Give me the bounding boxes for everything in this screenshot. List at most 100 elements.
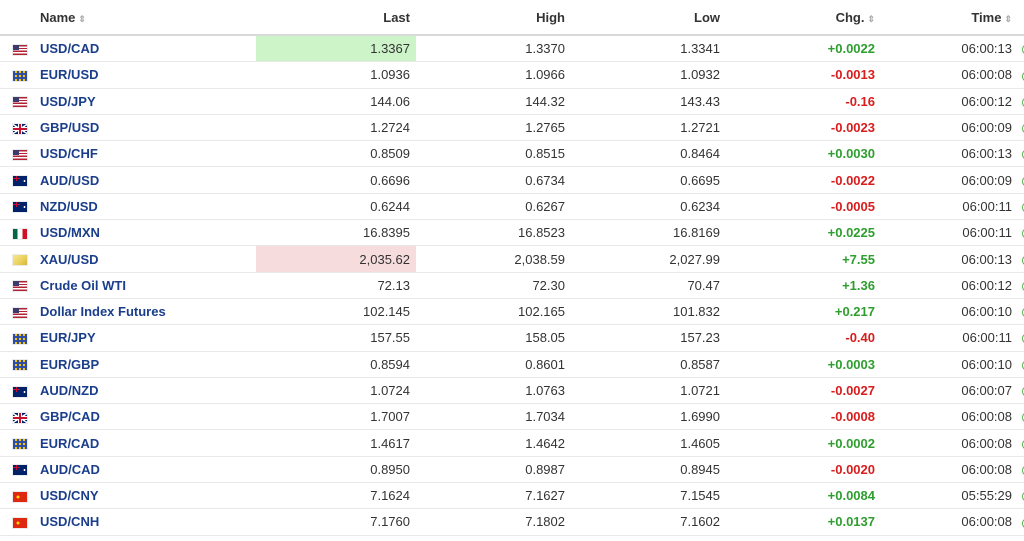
last-column-header: Last xyxy=(256,0,416,36)
change-cell: +1.36 xyxy=(726,272,881,299)
status-cell xyxy=(1016,482,1024,510)
au-flag-icon xyxy=(13,176,27,187)
flag-cell xyxy=(0,377,40,405)
change-cell: +0.0137 xyxy=(726,508,881,536)
change-cell: -0.0023 xyxy=(726,114,881,142)
table-row: AUD/CAD 0.8950 0.8987 0.8945 -0.0020 06:00:08 xyxy=(0,456,1024,484)
instrument-link[interactable]: USD/CNY xyxy=(40,488,99,504)
table-row: Crude Oil WTI 72.13 72.30 70.47 +1.36 06:00:1… xyxy=(0,272,1024,299)
name-cell: EUR/GBP xyxy=(40,351,256,378)
au-flag-icon xyxy=(13,202,27,213)
low-cell: 16.8169 xyxy=(571,219,726,247)
instrument-link[interactable]: GBP/CAD xyxy=(40,409,100,425)
time-cell: 06:00:11 xyxy=(881,324,1016,352)
us-flag-icon xyxy=(13,281,27,292)
name-cell: NZD/USD xyxy=(40,193,256,221)
instrument-link[interactable]: AUD/CAD xyxy=(40,461,100,477)
table-row: USD/CHF 0.8509 0.8515 0.8464 +0.0030 06:00:13 xyxy=(0,140,1024,168)
last-cell: 2,035.62 xyxy=(256,245,416,273)
status-cell xyxy=(1016,429,1024,457)
status-cell xyxy=(1016,140,1024,168)
change-cell: -0.0005 xyxy=(726,193,881,221)
name-cell: EUR/JPY xyxy=(40,324,256,352)
name-column-header[interactable]: Name ⇕ xyxy=(40,0,256,36)
change-cell: -0.0008 xyxy=(726,403,881,431)
instrument-link[interactable]: NZD/USD xyxy=(40,198,98,214)
table-row: Dollar Index Futures 102.145 102.165 101.83… xyxy=(0,298,1024,326)
low-cell: 0.6695 xyxy=(571,166,726,194)
time-column-header[interactable]: Time ⇕ xyxy=(881,0,1016,36)
instrument-link[interactable]: USD/MXN xyxy=(40,225,100,241)
status-header xyxy=(1016,0,1024,36)
last-cell: 1.3367 xyxy=(256,35,416,63)
flag-cell xyxy=(0,482,40,510)
table-row: USD/CNY 7.1624 7.1627 7.1545 +0.0084 05:55:29 xyxy=(0,482,1024,510)
time-cell: 06:00:08 xyxy=(881,456,1016,484)
low-cell: 0.8945 xyxy=(571,456,726,484)
change-cell: +0.0002 xyxy=(726,429,881,457)
low-cell: 1.0721 xyxy=(571,377,726,405)
instrument-link[interactable]: AUD/NZD xyxy=(40,383,99,398)
instrument-link[interactable]: Dollar Index Futures xyxy=(40,304,166,320)
flag-cell xyxy=(0,508,40,536)
eu-flag-icon xyxy=(13,71,27,81)
table-row: XAU/USD 2,035.62 2,038.59 2,027.99 +7.55 06:0… xyxy=(0,245,1024,273)
instrument-link[interactable]: GBP/USD xyxy=(40,120,100,136)
instrument-link[interactable]: EUR/GBP xyxy=(40,356,100,372)
last-cell: 157.55 xyxy=(256,324,416,352)
us-flag-icon xyxy=(13,44,27,55)
table-row: EUR/CAD 1.4617 1.4642 1.4605 +0.0002 06:00:08 xyxy=(0,429,1024,457)
chg-header-label: Chg. xyxy=(835,9,865,25)
status-cell xyxy=(1016,298,1024,326)
instrument-link[interactable]: EUR/USD xyxy=(40,67,99,83)
eu-flag-icon xyxy=(13,439,27,450)
name-header-label: Name xyxy=(40,9,76,25)
change-cell: +0.0084 xyxy=(726,482,881,510)
time-cell: 06:00:13 xyxy=(881,35,1016,63)
instrument-link[interactable]: EUR/JPY xyxy=(40,330,96,346)
time-cell: 06:00:10 xyxy=(881,351,1016,378)
table-row: USD/CNH 7.1760 7.1802 7.1602 +0.0137 06:00:08 xyxy=(0,508,1024,536)
instrument-link[interactable]: USD/CHF xyxy=(40,146,98,162)
instrument-link[interactable]: USD/JPY xyxy=(40,93,96,109)
status-cell xyxy=(1016,114,1024,142)
instrument-link[interactable]: AUD/USD xyxy=(40,172,100,188)
high-cell: 7.1627 xyxy=(416,482,571,510)
table-row: AUD/USD 0.6696 0.6734 0.6695 -0.0022 06:00:09 xyxy=(0,166,1024,194)
status-cell xyxy=(1016,166,1024,194)
flag-cell xyxy=(0,61,40,89)
chg-column-header[interactable]: Chg. ⇕ xyxy=(726,0,881,36)
flag-cell xyxy=(0,114,40,142)
table-row: EUR/JPY 157.55 158.05 157.23 -0.40 06:00:11 xyxy=(0,324,1024,352)
high-cell: 1.2765 xyxy=(416,114,571,142)
change-cell: -0.0013 xyxy=(726,61,881,89)
last-header-label: Last xyxy=(383,9,410,25)
last-cell: 0.8509 xyxy=(256,140,416,168)
table-row: GBP/CAD 1.7007 1.7034 1.6990 -0.0008 06:00:08 xyxy=(0,403,1024,431)
cn-flag-icon xyxy=(13,518,27,529)
flag-cell xyxy=(0,429,40,457)
last-cell: 102.145 xyxy=(256,298,416,326)
time-cell: 06:00:09 xyxy=(881,166,1016,194)
instrument-link[interactable]: EUR/CAD xyxy=(40,435,100,451)
flag-cell xyxy=(0,403,40,431)
high-cell: 102.165 xyxy=(416,298,571,326)
low-cell: 0.8587 xyxy=(571,351,726,378)
time-cell: 06:00:08 xyxy=(881,429,1016,457)
us-flag-icon xyxy=(13,149,27,160)
high-cell: 144.32 xyxy=(416,88,571,115)
low-cell: 143.43 xyxy=(571,88,726,115)
time-cell: 06:00:13 xyxy=(881,140,1016,168)
instrument-link[interactable]: Crude Oil WTI xyxy=(40,277,126,293)
name-cell: GBP/USD xyxy=(40,114,256,142)
low-cell: 101.832 xyxy=(571,298,726,326)
instrument-link[interactable]: XAU/USD xyxy=(40,251,99,267)
instrument-link[interactable]: USD/CNH xyxy=(40,514,100,530)
change-cell: -0.0027 xyxy=(726,377,881,405)
last-cell: 0.8594 xyxy=(256,351,416,378)
high-column-header: High xyxy=(416,0,571,36)
name-cell: Dollar Index Futures xyxy=(40,298,256,326)
instrument-link[interactable]: USD/CAD xyxy=(40,41,100,57)
high-cell: 1.0763 xyxy=(416,377,571,405)
status-cell xyxy=(1016,272,1024,299)
